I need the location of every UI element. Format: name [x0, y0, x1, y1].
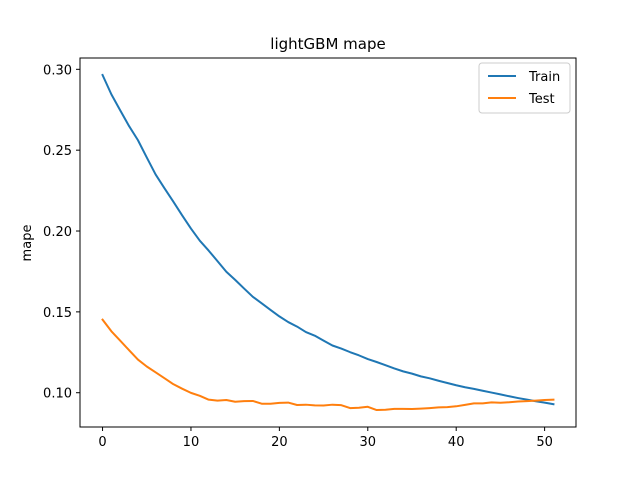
x-tick-label: 40: [448, 435, 465, 450]
x-axis: 0 10 20 30 40 50: [98, 427, 553, 450]
plot-frame: [79, 57, 577, 428]
x-tick-label: 20: [271, 435, 288, 450]
y-tick-label: 0.30: [43, 63, 72, 78]
x-tick-label: 50: [536, 435, 553, 450]
x-tick-label: 30: [360, 435, 377, 450]
x-tick-label: 10: [183, 435, 200, 450]
legend-label-train: Train: [528, 70, 560, 85]
y-axis: 0.10 0.15 0.20 0.25 0.30: [43, 63, 80, 402]
legend-label-test: Test: [528, 92, 555, 107]
x-tick-label: 0: [98, 435, 106, 450]
y-tick-label: 0.10: [43, 387, 72, 402]
y-tick-label: 0.25: [43, 144, 72, 159]
y-tick-label: 0.20: [43, 225, 72, 240]
series-line-test: [101, 318, 555, 412]
chart-title: lightGBM mape: [270, 35, 385, 53]
series-layer: [101, 73, 555, 412]
legend: Train Test: [478, 62, 571, 114]
series-line-train: [101, 73, 555, 406]
y-tick-label: 0.15: [43, 306, 72, 321]
y-axis-label: mape: [20, 225, 35, 262]
